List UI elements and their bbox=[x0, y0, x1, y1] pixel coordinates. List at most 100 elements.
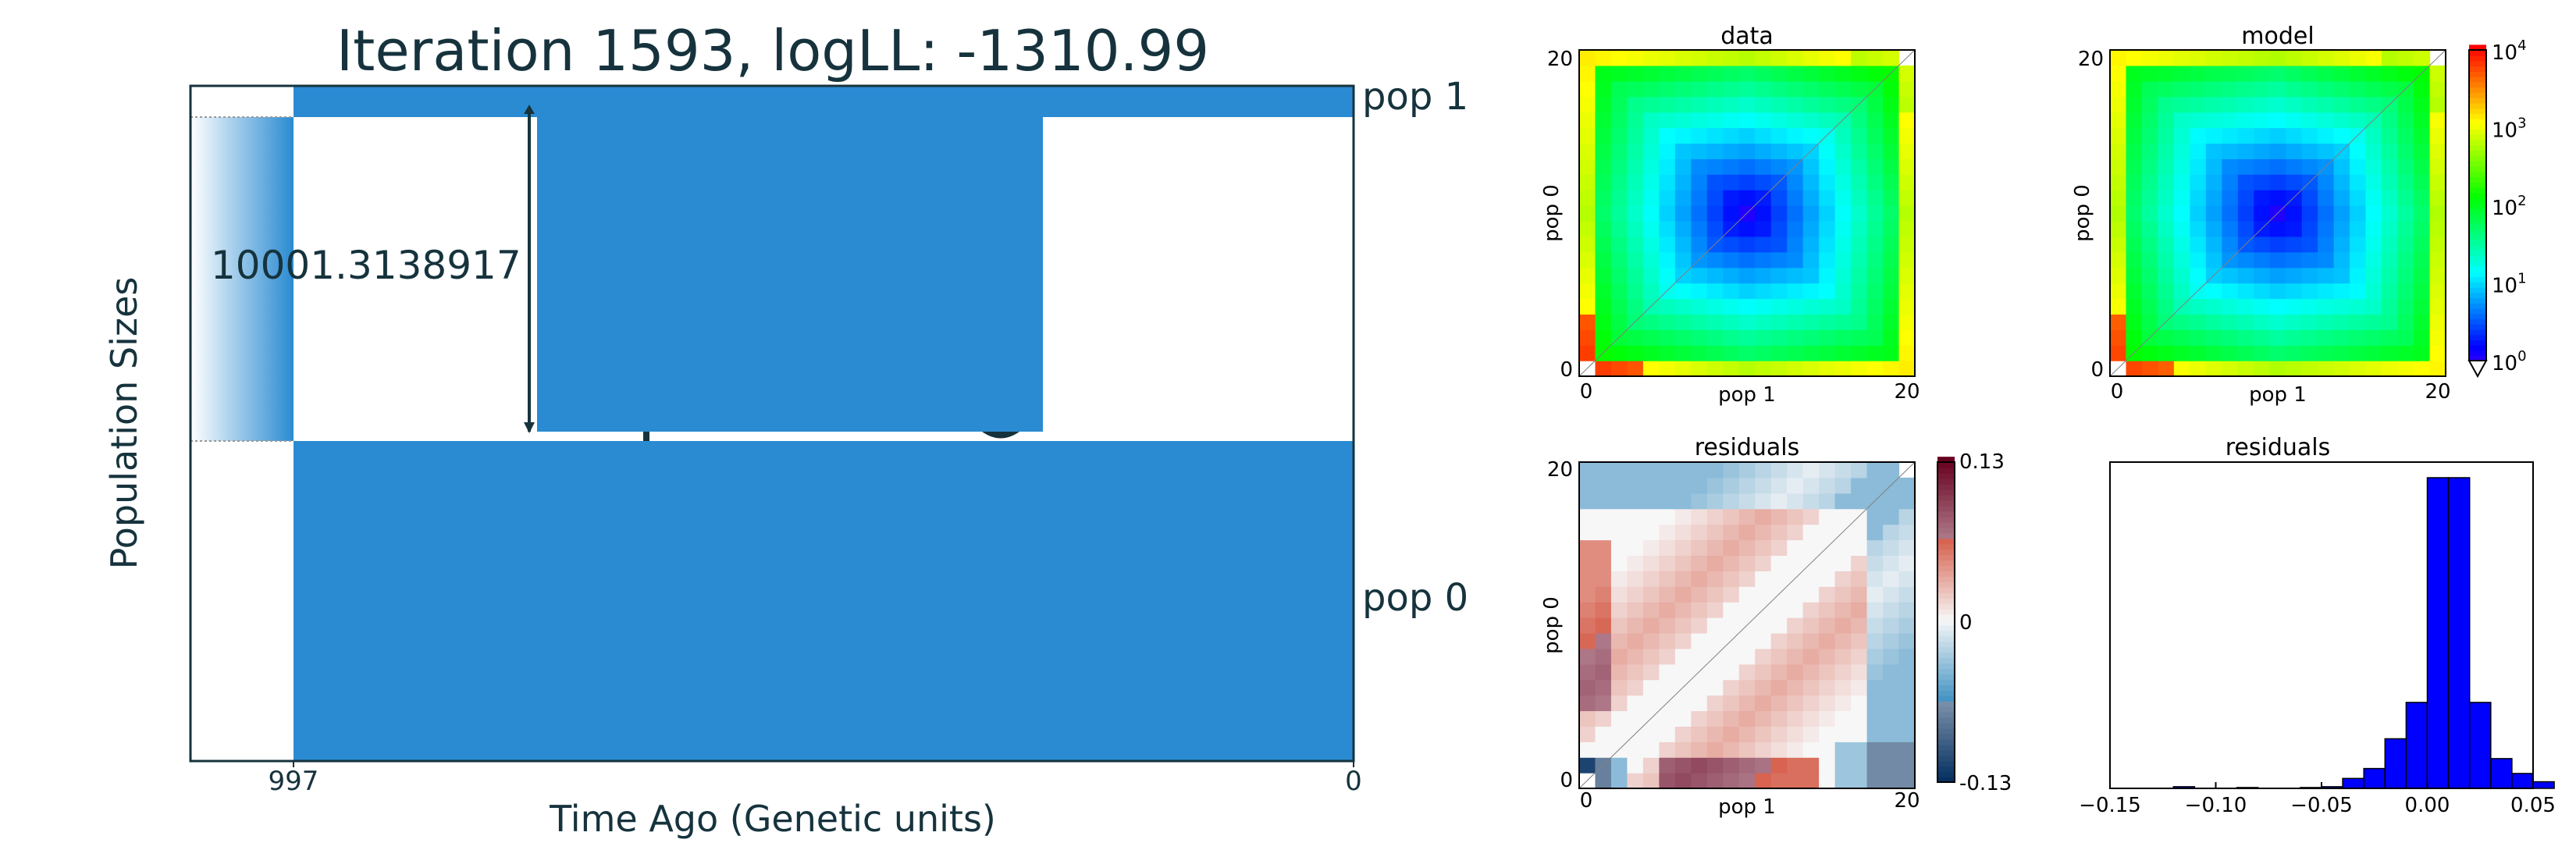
model-heatmap-cell bbox=[2158, 251, 2175, 269]
model-heatmap-cell bbox=[2173, 314, 2190, 330]
residual-heatmap-cell bbox=[1898, 663, 1916, 681]
residual-heatmap-cell bbox=[1627, 695, 1644, 712]
data-heatmap-cell bbox=[1883, 251, 1900, 269]
model-heatmap-cell bbox=[2414, 298, 2431, 315]
model-heatmap-cell bbox=[2318, 205, 2335, 222]
residual-heatmap-cell bbox=[1755, 539, 1772, 557]
residual-heatmap-cell bbox=[1674, 555, 1692, 571]
data-heatmap-cell bbox=[1706, 205, 1724, 222]
residual-heatmap-cell bbox=[1819, 710, 1836, 727]
data-heatmap-cell bbox=[1866, 283, 1884, 300]
data-heatmap-cell bbox=[1883, 361, 1900, 377]
data-heatmap-cell bbox=[1595, 361, 1612, 377]
data-heatmap-cell bbox=[1659, 314, 1676, 330]
residual-heatmap-cell bbox=[1770, 695, 1788, 712]
model-heatmap-cell bbox=[2429, 205, 2446, 222]
residual-heatmap-cell bbox=[1866, 726, 1884, 742]
residual-heatmap-cell bbox=[1642, 742, 1660, 758]
residual-heatmap-cell bbox=[1755, 462, 1772, 478]
model-heatmap-cell bbox=[2141, 298, 2159, 315]
model-heatmap-cell bbox=[2237, 283, 2254, 300]
residual-heatmap-cell bbox=[1674, 648, 1692, 665]
residual-heatmap-cell bbox=[1723, 524, 1740, 541]
data-heatmap-cell bbox=[1674, 314, 1692, 330]
residual-heatmap-cell bbox=[1819, 508, 1836, 525]
data-heatmap-cell bbox=[1706, 143, 1724, 159]
residual-heatmap-cell bbox=[1851, 555, 1868, 571]
residual-heatmap-cell bbox=[1770, 539, 1788, 557]
model-heatmap-cell bbox=[2350, 143, 2367, 159]
residual-heatmap-cell bbox=[1898, 710, 1916, 727]
data-heatmap-cell bbox=[1802, 267, 1820, 284]
model-heatmap-cell bbox=[2222, 50, 2239, 66]
data-heatmap-cell bbox=[1770, 329, 1788, 346]
residual-heatmap-cell bbox=[1851, 571, 1868, 587]
residual-heatmap-cell bbox=[1674, 508, 1692, 525]
data-heatmap-cell bbox=[1595, 96, 1612, 113]
data-heatmap-cell bbox=[1770, 314, 1788, 330]
model-heatmap-cell bbox=[2333, 50, 2350, 66]
model-heatmap-cell bbox=[2269, 127, 2286, 144]
residual-heatmap-cell bbox=[1819, 773, 1836, 789]
model-heatmap-cell bbox=[2333, 251, 2350, 269]
data-heatmap-cell bbox=[1802, 96, 1820, 113]
residual-heatmap-cell bbox=[1706, 602, 1724, 618]
residual-heatmap-cell bbox=[1787, 555, 1804, 571]
data-heatmap-cell bbox=[1674, 236, 1692, 253]
data-heatmap-cell bbox=[1579, 236, 1596, 253]
model-heatmap-cell bbox=[2254, 283, 2271, 300]
model-heatmap-cell bbox=[2397, 298, 2414, 315]
data-heatmap-cell bbox=[1755, 112, 1772, 129]
log-colorbar-segment bbox=[2469, 108, 2486, 114]
model-heatmap-cell bbox=[2318, 143, 2335, 159]
model-heatmap-cell bbox=[2350, 236, 2367, 253]
residual-heatmap-cell bbox=[1787, 524, 1804, 541]
residual-heatmap-cell bbox=[1898, 586, 1916, 603]
data-heatmap-cell bbox=[1610, 283, 1628, 300]
residual-heatmap-cell bbox=[1579, 648, 1596, 665]
model-heatmap-cell bbox=[2254, 267, 2271, 284]
data-heatmap-cell bbox=[1691, 65, 1708, 82]
model-heatmap-cell bbox=[2269, 80, 2286, 98]
data-heatmap-cell bbox=[1706, 127, 1724, 144]
model-heatmap-cell bbox=[2365, 205, 2382, 222]
residual-heatmap-cell bbox=[1659, 508, 1676, 525]
residual-heatmap-cell bbox=[1898, 555, 1916, 571]
data-heatmap-cell bbox=[1610, 174, 1628, 190]
data-heatmap-cell bbox=[1674, 50, 1692, 66]
data-heatmap-cell bbox=[1755, 267, 1772, 284]
log-colorbar-segment bbox=[2469, 97, 2486, 104]
data-heatmap-cell bbox=[1610, 361, 1628, 377]
model-heatmap-cell bbox=[2126, 50, 2143, 66]
residual-heatmap-cell bbox=[1642, 663, 1660, 681]
data-heatmap-cell bbox=[1674, 220, 1692, 237]
log-colorbar-segment bbox=[2469, 71, 2486, 77]
model-heatmap-cell bbox=[2158, 283, 2175, 300]
data-heatmap-cell bbox=[1691, 220, 1708, 237]
data-heatmap-cell bbox=[1738, 236, 1756, 253]
model-heatmap-cell bbox=[2254, 80, 2271, 98]
residual-heatmap-cell bbox=[1738, 493, 1756, 510]
data-heatmap-cell bbox=[1674, 127, 1692, 144]
residual-heatmap-cell bbox=[1579, 477, 1596, 494]
log-colorbar-segment bbox=[2469, 355, 2486, 361]
log-cbar-tick: 102 bbox=[2492, 193, 2527, 220]
log-colorbar-segment bbox=[2469, 150, 2486, 156]
model-heatmap-cell bbox=[2397, 267, 2414, 284]
data-heatmap-cell bbox=[1579, 127, 1596, 144]
residual-heatmap-cell bbox=[1834, 586, 1852, 603]
data-heatmap-cell bbox=[1627, 96, 1644, 113]
residual-heatmap-cells bbox=[1579, 462, 1916, 789]
model-heatmap-cell bbox=[2365, 80, 2382, 98]
model-heatmap-cell bbox=[2237, 65, 2254, 82]
model-heatmap-cell bbox=[2190, 127, 2207, 144]
model-heatmap-cell bbox=[2286, 283, 2303, 300]
model-heatmap-cell bbox=[2141, 112, 2159, 129]
residual-heatmap-cell bbox=[1723, 773, 1740, 789]
data-heatmap-cell bbox=[1738, 220, 1756, 237]
residual-heatmap-cell bbox=[1674, 586, 1692, 603]
residual-heatmap-cell bbox=[1851, 477, 1868, 494]
data-heatmap-cell bbox=[1691, 236, 1708, 253]
data-heatmap-cell bbox=[1738, 143, 1756, 159]
log-colorbar-segment bbox=[2469, 181, 2486, 188]
